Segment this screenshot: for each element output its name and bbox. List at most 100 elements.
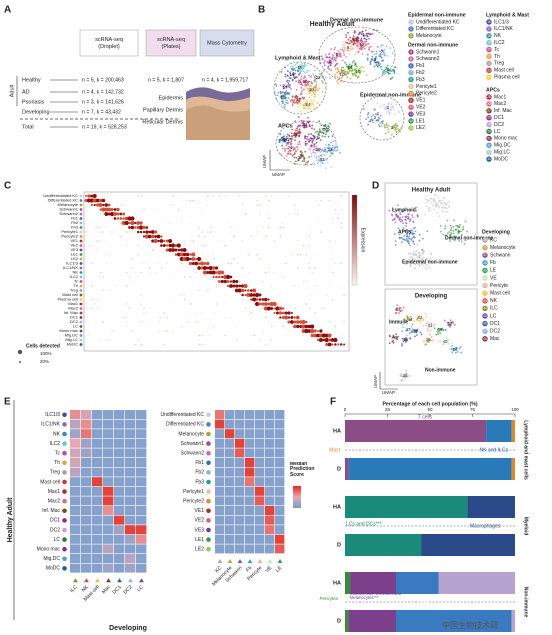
umap-point: [294, 120, 297, 123]
heat-cell: [235, 525, 245, 535]
column-label: Fb: [245, 565, 254, 574]
umap-point: [344, 61, 346, 64]
dot: [224, 316, 226, 319]
umap-point: [305, 84, 308, 87]
umap-point: [296, 102, 299, 105]
column-header: (Plates): [162, 44, 181, 50]
umap-point: [430, 201, 433, 204]
legend-swatch: [408, 118, 414, 124]
umap-point: [357, 68, 360, 71]
dot: [99, 231, 102, 233]
umap-point: [388, 209, 391, 212]
dot: [147, 234, 152, 239]
dot: [264, 297, 268, 302]
row-swatch: [62, 537, 67, 542]
heat-cell: [275, 544, 285, 554]
umap-point: [351, 61, 354, 64]
dot: [105, 254, 107, 255]
umap-point: [396, 124, 399, 127]
umap-point: [323, 154, 326, 156]
umap-point: [439, 199, 441, 202]
umap-point: [379, 105, 382, 108]
dot: [230, 317, 232, 318]
bar-segment: [396, 572, 439, 594]
umap-point: [292, 67, 295, 70]
umap-point: [345, 36, 348, 39]
umap-point: [455, 224, 458, 227]
heat-cell: [255, 458, 265, 467]
umap-point: [412, 221, 415, 223]
umap-point: [304, 124, 307, 127]
dot: [304, 324, 309, 329]
umap-point: [318, 156, 321, 159]
dot: [150, 230, 155, 234]
umap-point: [327, 129, 330, 132]
umap-point: [294, 63, 297, 66]
heat-cell: [81, 506, 92, 515]
dot: [85, 307, 87, 310]
heat-cell: [235, 477, 245, 487]
row-swatch: [62, 431, 67, 437]
dot: [137, 195, 140, 197]
umap-point: [337, 52, 340, 55]
umap-point: [367, 111, 370, 114]
umap-point: [432, 204, 434, 207]
umap-point: [389, 70, 391, 72]
umap-point: [414, 226, 416, 229]
dot: [128, 276, 131, 278]
umap-point: [289, 150, 292, 152]
dot: [308, 244, 310, 247]
dot: [105, 262, 107, 265]
dot: [142, 225, 146, 230]
dot: [168, 248, 172, 252]
dot: [113, 212, 117, 216]
dot: [287, 316, 291, 319]
umap-point: [413, 250, 415, 253]
dot: [189, 276, 192, 278]
dot: [241, 293, 244, 297]
dot: [331, 298, 334, 301]
umap-point: [339, 80, 342, 82]
dot: [281, 307, 285, 310]
row-swatch: [62, 460, 67, 466]
umap-point: [458, 347, 461, 350]
umap-point: [427, 326, 430, 329]
umap-point: [299, 156, 301, 159]
heat-cell: [235, 438, 245, 448]
umap-point: [413, 258, 416, 261]
umap-point: [368, 37, 370, 40]
umap-point: [436, 204, 438, 207]
umap-point: [395, 103, 398, 106]
legend-label: Mig.DC: [494, 143, 511, 149]
umap-point: [292, 149, 295, 152]
umap-point: [310, 133, 313, 135]
row-label: ILC1/3: [66, 261, 79, 266]
dot: [267, 226, 270, 229]
dot: [99, 276, 102, 278]
umap-point: [443, 319, 446, 322]
umap-point: [416, 318, 419, 321]
dot: [181, 218, 183, 219]
umap-point: [282, 87, 285, 90]
umap-point: [332, 152, 335, 155]
legend-swatch: [482, 290, 488, 296]
dot: [327, 342, 332, 347]
umap-point: [330, 48, 332, 50]
dot: [232, 284, 236, 288]
dot: [210, 195, 212, 197]
umap-point: [403, 209, 405, 212]
umap-point: [323, 127, 326, 130]
umap-point: [356, 65, 358, 68]
umap-point: [290, 98, 293, 101]
umap-point: [394, 244, 397, 246]
dot: [174, 243, 178, 248]
umap-point: [362, 66, 365, 69]
heat-cell: [245, 410, 255, 419]
umap-point: [439, 225, 442, 227]
heat-cell: [92, 534, 103, 544]
legend-swatch: [482, 260, 488, 266]
legend-swatch: [486, 74, 492, 80]
legend-id: 11: [409, 98, 413, 102]
dot: [140, 321, 142, 323]
dot: [104, 212, 109, 216]
